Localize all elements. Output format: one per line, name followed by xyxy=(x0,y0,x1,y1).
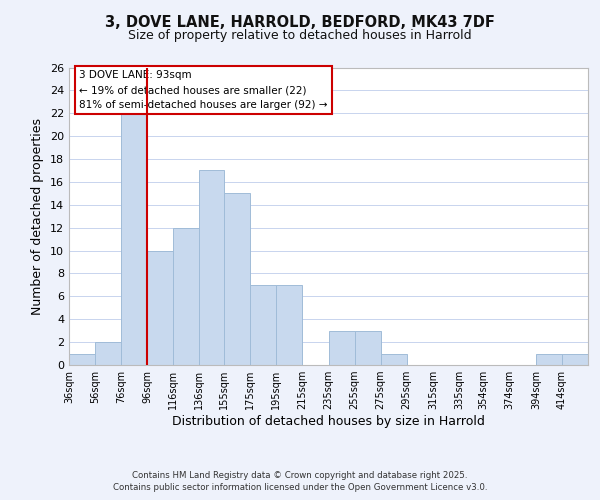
Bar xyxy=(355,330,380,365)
Bar xyxy=(380,354,407,365)
Bar xyxy=(536,354,562,365)
Bar xyxy=(250,285,277,365)
Bar xyxy=(329,330,355,365)
Bar xyxy=(121,114,147,365)
Text: 3, DOVE LANE, HARROLD, BEDFORD, MK43 7DF: 3, DOVE LANE, HARROLD, BEDFORD, MK43 7DF xyxy=(105,15,495,30)
Bar xyxy=(173,228,199,365)
Bar xyxy=(199,170,224,365)
Bar xyxy=(562,354,588,365)
Text: 3 DOVE LANE: 93sqm
← 19% of detached houses are smaller (22)
81% of semi-detache: 3 DOVE LANE: 93sqm ← 19% of detached hou… xyxy=(79,70,328,110)
Text: Size of property relative to detached houses in Harrold: Size of property relative to detached ho… xyxy=(128,28,472,42)
X-axis label: Distribution of detached houses by size in Harrold: Distribution of detached houses by size … xyxy=(172,415,485,428)
Text: Contains HM Land Registry data © Crown copyright and database right 2025.: Contains HM Land Registry data © Crown c… xyxy=(132,472,468,480)
Bar xyxy=(95,342,121,365)
Y-axis label: Number of detached properties: Number of detached properties xyxy=(31,118,44,315)
Bar xyxy=(69,354,95,365)
Text: Contains public sector information licensed under the Open Government Licence v3: Contains public sector information licen… xyxy=(113,483,487,492)
Bar xyxy=(224,194,250,365)
Bar xyxy=(147,250,173,365)
Bar xyxy=(277,285,302,365)
